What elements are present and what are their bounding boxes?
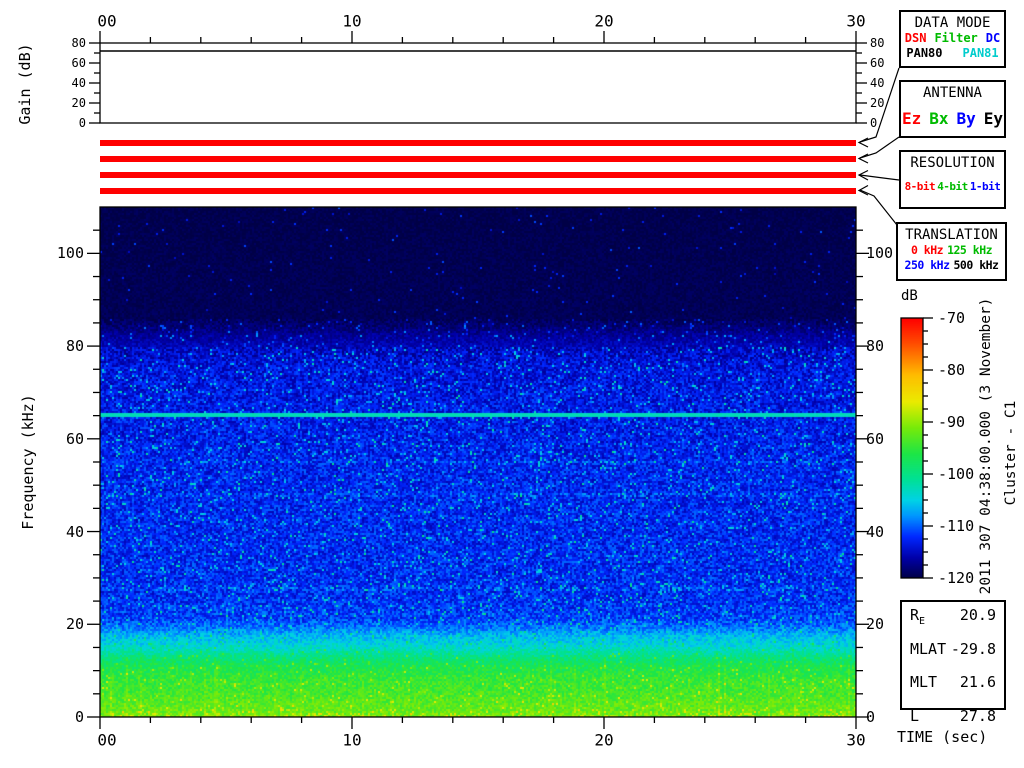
ephemeris-label: L	[910, 703, 919, 737]
freq-tick-label: 40	[66, 523, 84, 541]
ephemeris-row-re: RE 20.9	[902, 602, 1004, 636]
resolution-panel: RESOLUTION 8-bit 4-bit 1-bit	[899, 150, 1006, 209]
translation-items: 0 kHz 125 kHz 250 kHz 500 kHz	[898, 243, 1005, 273]
antenna-option: Ez	[902, 109, 921, 128]
translation-row: 250 kHz 500 kHz	[898, 258, 1005, 273]
status-bar-translation	[100, 188, 856, 194]
antenna-option: By	[957, 109, 976, 128]
gain-axis-title: Gain (dB)	[16, 43, 34, 124]
ephemeris-row-mlat: MLAT -29.8	[902, 636, 1004, 670]
freq-tick-label: 40	[866, 523, 884, 541]
gain-tick-label: 0	[870, 116, 877, 130]
colorbar-tick-label: -100	[938, 465, 974, 483]
time-tick-label: 10	[342, 731, 361, 750]
resolution-option: 8-bit	[905, 180, 936, 193]
axis-frame	[100, 43, 856, 123]
freq-tick-label: 80	[866, 337, 884, 355]
gain-tick-label: 60	[72, 56, 86, 70]
connector-arrow	[860, 190, 897, 225]
translation-row: 0 kHz 125 kHz	[898, 243, 1005, 258]
translation-option: 125 kHz	[947, 243, 992, 258]
freq-tick-label: 20	[66, 615, 84, 633]
resolution-row: 8-bit 4-bit 1-bit	[901, 180, 1004, 193]
ephemeris-value: 20.9	[960, 602, 996, 636]
freq-tick-label: 100	[57, 244, 84, 262]
status-bar-data-mode	[100, 140, 856, 146]
gain-tick-label: 60	[870, 56, 884, 70]
timestamp-annotation: 2011 307 04:38:00.000 (3 November)	[978, 298, 994, 595]
freq-tick-label: 80	[66, 337, 84, 355]
translation-option: 0 kHz	[911, 243, 943, 258]
colorbar-tick-label: -120	[938, 569, 974, 587]
colorbar-title: dB	[901, 288, 918, 304]
antenna-option: Ey	[984, 109, 1003, 128]
gain-tick-label: 80	[72, 36, 86, 50]
ephemeris-label: MLAT	[910, 636, 946, 670]
ephemeris-panel: RE 20.9 MLAT -29.8 MLT 21.6 L 27.8	[900, 600, 1006, 710]
ephemeris-value: 27.8	[960, 703, 996, 737]
gain-tick-label: 20	[870, 96, 884, 110]
gain-tick-label: 80	[870, 36, 884, 50]
antenna-items: Ez Bx By Ey	[901, 109, 1004, 128]
freq-tick-label: 20	[866, 615, 884, 633]
freq-tick-label: 0	[866, 708, 875, 726]
time-tick-label: 10	[342, 12, 361, 31]
colorbar-tick-label: -90	[938, 413, 965, 431]
status-bar-antenna	[100, 156, 856, 162]
data-mode-panel: DATA MODE DSN Filter DC PAN80 PAN81	[899, 10, 1006, 68]
axis-frame	[901, 318, 923, 578]
colorbar-tick-label: -80	[938, 361, 965, 379]
translation-option: 250 kHz	[905, 258, 950, 273]
antenna-option: Bx	[929, 109, 948, 128]
ephemeris-row-l: L 27.8	[902, 703, 1004, 737]
freq-tick-label: 60	[866, 430, 884, 448]
data-mode-items: DSN Filter DC PAN80 PAN81	[901, 31, 1004, 61]
colorbar-tick-label: -70	[938, 309, 965, 327]
resolution-option: 4-bit	[937, 180, 968, 193]
gain-tick-label: 0	[79, 116, 86, 130]
data-mode-option: Filter	[934, 31, 977, 46]
data-mode-option: PAN80	[906, 46, 942, 61]
ephemeris-label: MLT	[910, 669, 937, 703]
translation-panel: TRANSLATION 0 kHz 125 kHz 250 kHz 500 kHz	[896, 222, 1007, 281]
time-tick-label: 20	[594, 12, 613, 31]
antenna-row: Ez Bx By Ey	[901, 109, 1004, 128]
freq-tick-label: 0	[75, 708, 84, 726]
ephemeris-value: 21.6	[960, 669, 996, 703]
gain-tick-label: 40	[72, 76, 86, 90]
freq-tick-label: 60	[66, 430, 84, 448]
gain-tick-label: 40	[870, 76, 884, 90]
freq-tick-label: 100	[866, 244, 893, 262]
ephemeris-value: -29.8	[951, 636, 996, 670]
data-mode-row: PAN80 PAN81	[901, 46, 1004, 61]
status-bar-resolution	[100, 172, 856, 178]
resolution-option: 1-bit	[970, 180, 1001, 193]
colorbar-tick-label: -110	[938, 517, 974, 535]
data-mode-option: DC	[986, 31, 1000, 46]
antenna-title: ANTENNA	[901, 85, 1004, 101]
time-tick-label: 00	[97, 731, 116, 750]
data-mode-option: PAN81	[963, 46, 999, 61]
axis-frame	[100, 207, 856, 717]
ephemeris-label: RE	[910, 602, 925, 636]
resolution-items: 8-bit 4-bit 1-bit	[901, 180, 1004, 193]
gain-tick-label: 20	[72, 96, 86, 110]
connector-arrow	[859, 186, 868, 196]
spacecraft-annotation: Cluster - C1	[1003, 401, 1019, 506]
translation-title: TRANSLATION	[898, 227, 1005, 243]
time-tick-label: 00	[97, 12, 116, 31]
data-mode-row: DSN Filter DC	[901, 31, 1004, 46]
time-tick-label: 30	[846, 731, 865, 750]
data-mode-title: DATA MODE	[901, 15, 1004, 31]
ephemeris-row-mlt: MLT 21.6	[902, 669, 1004, 703]
antenna-panel: ANTENNA Ez Bx By Ey	[899, 80, 1006, 138]
frequency-axis-title: Frequency (kHz)	[19, 394, 37, 529]
resolution-title: RESOLUTION	[901, 155, 1004, 171]
data-mode-option: DSN	[905, 31, 927, 46]
translation-option: 500 kHz	[954, 258, 999, 273]
time-tick-label: 30	[846, 12, 865, 31]
time-tick-label: 20	[594, 731, 613, 750]
